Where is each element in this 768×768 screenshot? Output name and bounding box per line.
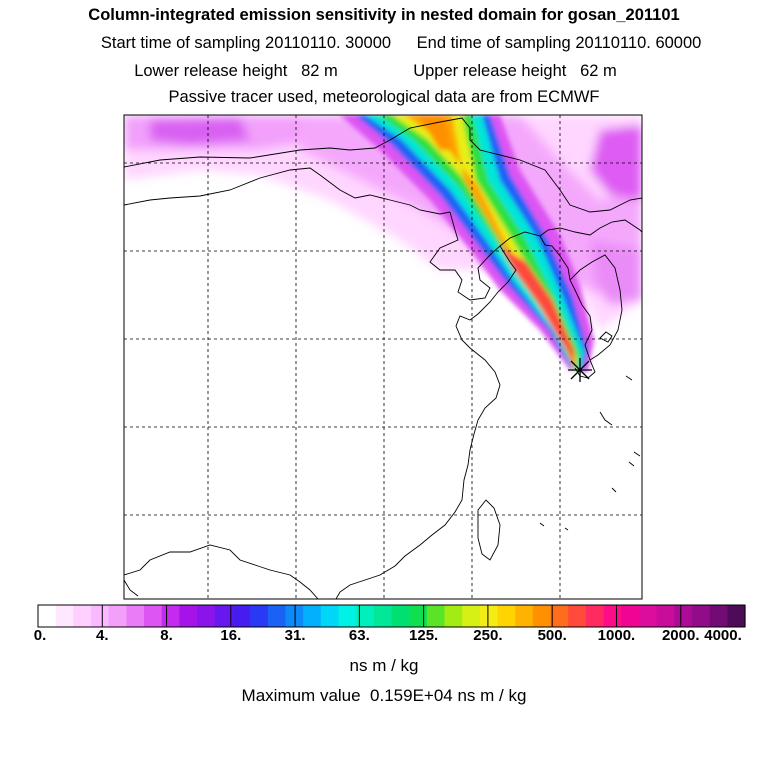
colorbar-swatch — [91, 605, 110, 627]
colorbar-tick-label: 2000. — [661, 627, 700, 644]
colorbar-swatch — [338, 605, 357, 627]
colorbar-swatch — [250, 605, 269, 627]
southern-border — [124, 544, 319, 599]
colorbar-swatch — [232, 605, 251, 627]
maximum-value-label: Maximum value 0.159E+04 ns m / kg — [241, 686, 527, 705]
end-time-label: End time of sampling 20110110. 60000 — [416, 34, 702, 52]
upper-release-height-label: Upper release height 62 m — [413, 62, 617, 80]
colorbar-swatch — [108, 605, 127, 627]
colorbar-swatch — [444, 605, 463, 627]
colorbar-swatch — [126, 605, 145, 627]
colorbar-border — [37, 604, 746, 628]
colorbar-unit-label: ns m / kg — [349, 656, 419, 675]
colorbar-swatch — [73, 605, 92, 627]
colorbar-swatch — [585, 605, 605, 627]
colorbar-tick-label: 1000. — [597, 627, 636, 644]
colorbar-tick-label: 8. — [160, 627, 173, 644]
colorbar — [37, 604, 746, 628]
colorbar-swatch — [38, 605, 57, 627]
northern-border — [124, 117, 642, 213]
tracer-info-label: Passive tracer used, meteorological data… — [168, 88, 600, 106]
colorbar-swatch — [515, 605, 534, 627]
colorbar-swatch — [621, 605, 640, 627]
taiwan — [477, 499, 501, 561]
korea-peninsula — [569, 254, 623, 361]
colorbar-swatch — [709, 605, 728, 627]
colorbar-swatch — [550, 605, 569, 627]
colorbar-tick-label: 250. — [473, 627, 503, 644]
colorbar-tick-label: 0. — [33, 627, 47, 644]
colorbar-tick-label: 125. — [409, 627, 439, 644]
colorbar-tick-label: 4000. — [704, 627, 742, 644]
colorbar-swatch — [497, 605, 516, 627]
colorbar-swatch — [55, 605, 74, 627]
sensitivity-field — [124, 115, 642, 372]
colorbar-swatch — [161, 605, 181, 627]
colorbar-swatch — [285, 605, 304, 627]
colorbar-swatch — [391, 605, 410, 627]
colorbar-swatch — [674, 605, 693, 627]
bohai-coast — [429, 211, 596, 379]
colorbar-swatch — [462, 605, 481, 627]
coastlines — [124, 117, 642, 599]
colorbar-swatch — [479, 605, 499, 627]
colorbar-swatch — [197, 605, 216, 627]
colorbar-swatch — [179, 605, 198, 627]
korea-north-border — [539, 219, 642, 237]
colorbar-tick-label: 16. — [220, 627, 242, 644]
colorbar-swatch — [320, 605, 340, 627]
lat-lon-grid — [124, 115, 642, 599]
southwest-border — [124, 579, 139, 597]
colorbar-tick-label: 4. — [96, 627, 109, 644]
colorbar-swatch — [409, 605, 428, 627]
colorbar-swatch — [568, 605, 587, 627]
colorbar-swatch — [656, 605, 675, 627]
islands — [539, 375, 641, 531]
colorbar-swatch — [727, 605, 746, 627]
map-frame — [123, 114, 643, 600]
colorbar-swatch — [603, 605, 622, 627]
colorbar-swatch — [303, 605, 322, 627]
colorbar-swatch — [691, 605, 711, 627]
colorbar-swatch — [426, 605, 446, 627]
colorbar-swatch — [356, 605, 375, 627]
china-east-coast — [335, 245, 517, 599]
jeju-island — [599, 331, 613, 343]
colorbar-swatch — [373, 605, 393, 627]
colorbar-swatch — [267, 605, 287, 627]
colorbar-tick-label: 500. — [537, 627, 567, 644]
colorbar-tick-label: 31. — [284, 627, 306, 644]
colorbar-swatch — [532, 605, 552, 627]
colorbar-tick-label: 63. — [348, 627, 370, 644]
plot-title: Column-integrated emission sensitivity i… — [88, 6, 680, 24]
colorbar-swatch — [638, 605, 658, 627]
mongolia-border — [124, 167, 451, 215]
start-time-label: Start time of sampling 20110110. 30000 — [100, 34, 392, 52]
colorbar-swatch — [144, 605, 163, 627]
receptor-star-icon — [568, 358, 592, 382]
colorbar-swatch — [214, 605, 234, 627]
lower-release-height-label: Lower release height 82 m — [134, 62, 338, 80]
